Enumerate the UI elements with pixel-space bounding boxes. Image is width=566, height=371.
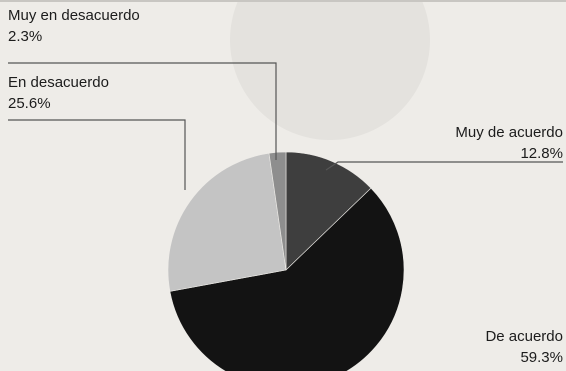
label-muy-de-acuerdo-value: 12.8% [520, 145, 563, 162]
label-en-desacuerdo-value: 25.6% [8, 95, 51, 112]
label-muy-en-desacuerdo-value: 2.3% [8, 28, 42, 45]
pie-slice-muy-en-desacuerdo [268, 151, 287, 271]
label-muy-en-desacuerdo-name: Muy en desacuerdo [8, 7, 140, 24]
label-en-desacuerdo-name: En desacuerdo [8, 74, 109, 91]
leader-line-muy-de-acuerdo [325, 161, 563, 171]
label-de-acuerdo-value: 59.3% [520, 349, 563, 366]
leader-line-muy-en-desacuerdo [8, 62, 277, 160]
pie-slice-muy-de-acuerdo [285, 151, 372, 271]
leader-lines [8, 62, 563, 190]
leader-line-en-desacuerdo [8, 119, 186, 190]
label-de-acuerdo-name: De acuerdo [485, 328, 563, 345]
pie-slice-de-acuerdo [169, 187, 405, 371]
pie-slices [167, 151, 405, 371]
label-muy-de-acuerdo-name: Muy de acuerdo [455, 124, 563, 141]
pie-slice-en-desacuerdo [167, 152, 287, 292]
